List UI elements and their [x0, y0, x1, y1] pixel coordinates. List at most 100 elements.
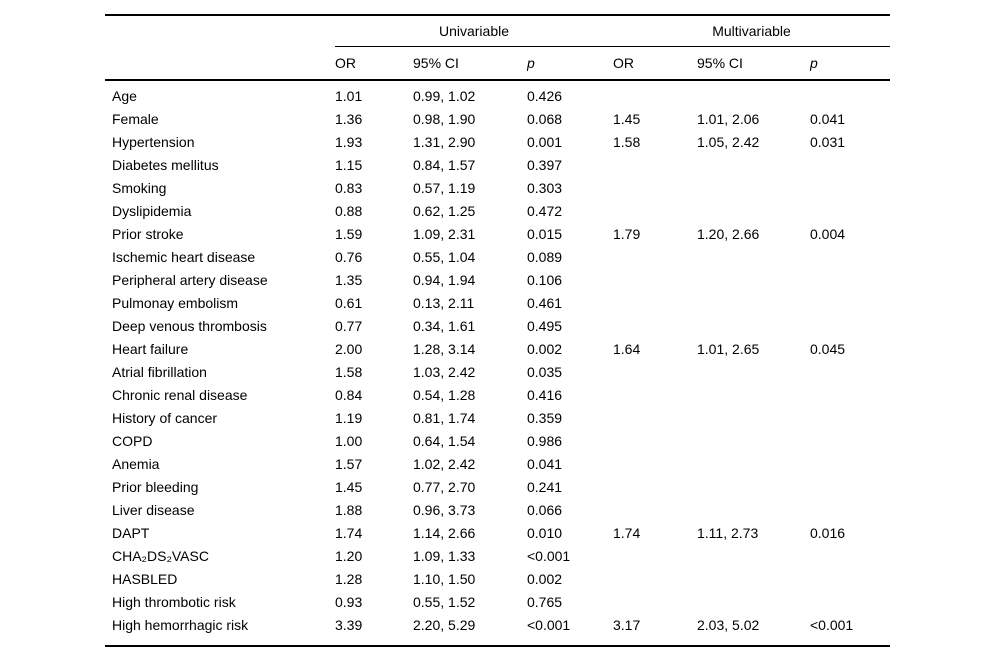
variable-cell: Peripheral artery disease — [112, 271, 268, 288]
column-header-multi-or: OR — [613, 54, 634, 71]
uni-p-cell: 0.397 — [527, 156, 563, 173]
uni-ci-cell: 0.55, 1.04 — [413, 248, 476, 265]
table-row: DAPT 1.74 1.14, 2.66 0.010 1.74 1.11, 2.73 0.0… — [105, 521, 890, 544]
uni-ci-cell: 0.57, 1.19 — [413, 179, 476, 196]
uni-ci-cell: 1.10, 1.50 — [413, 570, 476, 587]
multi-p-cell: 0.016 — [810, 524, 846, 541]
variable-cell: DAPT — [112, 524, 150, 541]
variable-cell: Atrial fibrillation — [112, 363, 207, 380]
uni-ci-cell: 1.28, 3.14 — [413, 340, 476, 357]
uni-or-cell: 1.58 — [335, 363, 363, 380]
variable-cell: Ischemic heart disease — [112, 248, 256, 265]
variable-cell: Prior bleeding — [112, 478, 199, 495]
column-header-row: OR 95% CI p OR 95% CI p — [105, 46, 890, 81]
variable-cell: Chronic renal disease — [112, 386, 248, 403]
table-row: Prior bleeding 1.45 0.77, 2.70 0.241 — [105, 475, 890, 498]
uni-ci-cell: 0.54, 1.28 — [413, 386, 476, 403]
uni-or-cell: 0.76 — [335, 248, 363, 265]
uni-p-cell: 0.241 — [527, 478, 563, 495]
multi-or-cell: 1.74 — [613, 524, 641, 541]
variable-cell: Prior stroke — [112, 225, 184, 242]
uni-p-cell: 0.303 — [527, 179, 563, 196]
uni-or-cell: 1.74 — [335, 524, 363, 541]
uni-p-cell: 0.426 — [527, 87, 563, 104]
multi-ci-cell: 1.05, 2.42 — [697, 133, 760, 150]
column-header-uni-p: p — [527, 54, 535, 71]
uni-p-cell: <0.001 — [527, 616, 571, 633]
variable-cell: Heart failure — [112, 340, 189, 357]
variable-cell: Age — [112, 87, 137, 104]
uni-or-cell: 2.00 — [335, 340, 363, 357]
table-row: Female 1.36 0.98, 1.90 0.068 1.45 1.01, 2.06 0… — [105, 107, 890, 130]
uni-ci-cell: 0.77, 2.70 — [413, 478, 476, 495]
table-row: Deep venous thrombosis 0.77 0.34, 1.61 0.49… — [105, 314, 890, 337]
table-row: Hypertension 1.93 1.31, 2.90 0.001 1.58 1.05,… — [105, 130, 890, 153]
uni-or-cell: 0.84 — [335, 386, 363, 403]
column-header-multi-ci: 95% CI — [697, 54, 743, 71]
uni-or-cell: 1.36 — [335, 110, 363, 127]
table-row: Prior stroke 1.59 1.09, 2.31 0.015 1.79 1.20,… — [105, 222, 890, 245]
group-header-multivariable: Multivariable — [613, 16, 890, 47]
uni-ci-cell: 0.84, 1.57 — [413, 156, 476, 173]
uni-p-cell: 0.089 — [527, 248, 563, 265]
uni-p-cell: 0.106 — [527, 271, 563, 288]
variable-cell: Deep venous thrombosis — [112, 317, 267, 334]
uni-or-cell: 0.77 — [335, 317, 363, 334]
column-header-uni-or: OR — [335, 54, 356, 71]
variable-cell: HASBLED — [112, 570, 178, 587]
uni-ci-cell: 0.55, 1.52 — [413, 593, 476, 610]
table-row: HASBLED 1.28 1.10, 1.50 0.002 — [105, 567, 890, 590]
table-row: Ischemic heart disease 0.76 0.55, 1.04 0.08… — [105, 245, 890, 268]
variable-cell: Female — [112, 110, 159, 127]
table-row: Peripheral artery disease 1.35 0.94, 1.94 0… — [105, 268, 890, 291]
uni-p-cell: 0.495 — [527, 317, 563, 334]
uni-or-cell: 0.61 — [335, 294, 363, 311]
group-header-univariable: Univariable — [335, 16, 613, 47]
column-header-multi-p: p — [810, 54, 818, 71]
multi-ci-cell: 1.20, 2.66 — [697, 225, 760, 242]
multi-or-cell: 1.79 — [613, 225, 641, 242]
multi-p-cell: 0.041 — [810, 110, 846, 127]
uni-ci-cell: 1.03, 2.42 — [413, 363, 476, 380]
group-header-row: Univariable Multivariable — [105, 16, 890, 47]
uni-ci-cell: 0.81, 1.74 — [413, 409, 476, 426]
multi-p-cell: <0.001 — [810, 616, 854, 633]
uni-ci-cell: 0.94, 1.94 — [413, 271, 476, 288]
uni-ci-cell: 1.09, 1.33 — [413, 547, 476, 564]
uni-ci-cell: 0.99, 1.02 — [413, 87, 476, 104]
regression-results-table: Univariable Multivariable OR 95% CI p OR… — [105, 14, 890, 647]
variable-cell: History of cancer — [112, 409, 218, 426]
uni-or-cell: 1.45 — [335, 478, 363, 495]
table-row: History of cancer 1.19 0.81, 1.74 0.359 — [105, 406, 890, 429]
uni-or-cell: 0.93 — [335, 593, 363, 610]
uni-ci-cell: 0.98, 1.90 — [413, 110, 476, 127]
uni-p-cell: 0.068 — [527, 110, 563, 127]
uni-p-cell: 0.002 — [527, 570, 563, 587]
table-row: Atrial fibrillation 1.58 1.03, 2.42 0.035 — [105, 360, 890, 383]
table-row: Smoking 0.83 0.57, 1.19 0.303 — [105, 176, 890, 199]
table-row: Dyslipidemia 0.88 0.62, 1.25 0.472 — [105, 199, 890, 222]
variable-cell: Dyslipidemia — [112, 202, 192, 219]
uni-ci-cell: 1.09, 2.31 — [413, 225, 476, 242]
uni-or-cell: 0.88 — [335, 202, 363, 219]
multi-p-cell: 0.045 — [810, 340, 846, 357]
uni-or-cell: 1.35 — [335, 271, 363, 288]
uni-or-cell: 1.57 — [335, 455, 363, 472]
uni-ci-cell: 1.14, 2.66 — [413, 524, 476, 541]
uni-p-cell: 0.010 — [527, 524, 563, 541]
table-body: Age 1.01 0.99, 1.02 0.426 Female 1.36 0.98, 1.… — [105, 81, 890, 645]
uni-p-cell: 0.002 — [527, 340, 563, 357]
uni-or-cell: 1.93 — [335, 133, 363, 150]
multi-or-cell: 3.17 — [613, 616, 641, 633]
uni-p-cell: 0.035 — [527, 363, 563, 380]
uni-or-cell: 3.39 — [335, 616, 363, 633]
table-row: COPD 1.00 0.64, 1.54 0.986 — [105, 429, 890, 452]
column-header-uni-ci: 95% CI — [413, 54, 459, 71]
uni-p-cell: 0.359 — [527, 409, 563, 426]
uni-or-cell: 1.20 — [335, 547, 363, 564]
variable-cell: Smoking — [112, 179, 167, 196]
uni-ci-cell: 0.62, 1.25 — [413, 202, 476, 219]
table-row: Anemia 1.57 1.02, 2.42 0.041 — [105, 452, 890, 475]
variable-cell: Pulmonay embolism — [112, 294, 239, 311]
